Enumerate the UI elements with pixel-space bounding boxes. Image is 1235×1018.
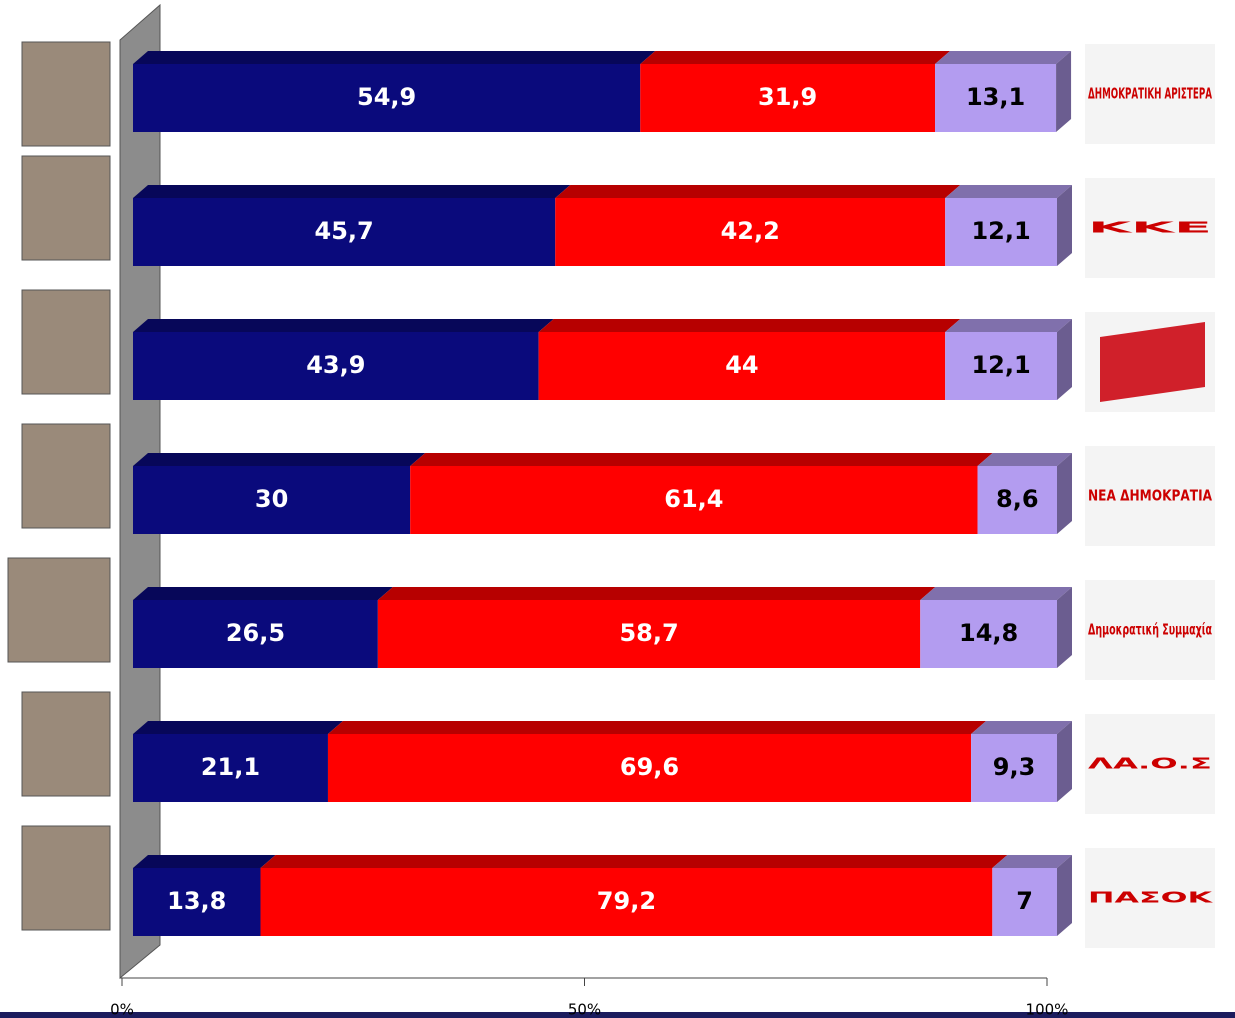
bar-segment xyxy=(133,868,261,936)
value-label: 8,6 xyxy=(996,485,1039,513)
bar-top xyxy=(992,855,1072,868)
bar-top xyxy=(971,721,1072,734)
category-label: ΚΚΕ xyxy=(1088,219,1212,237)
bar-segment xyxy=(133,332,539,400)
bar-segment xyxy=(133,64,641,132)
bar-side xyxy=(1056,51,1072,132)
value-label: 7 xyxy=(1016,887,1033,915)
value-label: 12,1 xyxy=(971,351,1030,379)
bar-side xyxy=(1057,587,1072,668)
bar-top xyxy=(133,51,656,64)
bar-segment xyxy=(410,466,978,534)
bar-top xyxy=(327,721,987,734)
value-label: 42,2 xyxy=(721,217,780,245)
value-label: 54,9 xyxy=(357,83,416,111)
bar-segment xyxy=(977,466,1057,534)
bar-top xyxy=(410,453,993,466)
photo xyxy=(21,41,111,147)
bar-segment xyxy=(133,600,378,668)
party-logo xyxy=(1085,580,1215,680)
value-label: 30 xyxy=(255,485,288,513)
category-label: ΔΗΜΟΚΡΑΤΙΚΗ ΑΡΙΣΤΕΡΑ xyxy=(1088,85,1212,103)
category-label: Δημοκρατική Συμμαχία xyxy=(1088,621,1212,639)
bar-top xyxy=(945,185,1072,198)
category-label: ΝΕΑ ΔΗΜΟΚΡΑΤΙΑ xyxy=(1088,487,1212,505)
category-label: ΛΑ.Ο.Σ xyxy=(1088,755,1212,773)
bar-segment xyxy=(133,734,328,802)
bar-segment xyxy=(538,332,946,400)
bar-top xyxy=(920,587,1072,600)
value-label: 58,7 xyxy=(619,619,678,647)
bar-side xyxy=(1057,453,1072,534)
photo xyxy=(21,691,111,797)
bar-top xyxy=(945,319,1072,332)
value-label: 13,8 xyxy=(167,887,226,915)
value-label: 45,7 xyxy=(315,217,374,245)
bar-segment xyxy=(992,868,1057,936)
party-logo-flag xyxy=(1100,322,1205,402)
party-logo xyxy=(1085,446,1215,546)
bar-top xyxy=(640,51,951,64)
value-label: 31,9 xyxy=(758,83,817,111)
value-label: 12,1 xyxy=(971,217,1030,245)
bar-top xyxy=(935,51,1072,64)
bottom-band xyxy=(0,1012,1235,1018)
bar-top xyxy=(133,453,426,466)
bar-segment xyxy=(555,198,946,266)
bar-side xyxy=(1057,185,1072,266)
bar-side xyxy=(1057,855,1072,936)
bar-segment xyxy=(971,734,1057,802)
value-label: 79,2 xyxy=(597,887,656,915)
photo xyxy=(21,289,111,395)
bar-top xyxy=(977,453,1072,466)
bar-side xyxy=(1057,319,1072,400)
party-logo xyxy=(1085,714,1215,814)
photo xyxy=(21,423,111,529)
bar-top xyxy=(133,319,554,332)
party-logo xyxy=(1085,44,1215,144)
value-label: 61,4 xyxy=(664,485,723,513)
x-tick-label: 0% xyxy=(110,1001,134,1018)
photo xyxy=(7,557,111,663)
bar-segment xyxy=(260,868,993,936)
bar-top xyxy=(133,185,571,198)
bar-segment xyxy=(935,64,1057,132)
bar-segment xyxy=(945,332,1057,400)
bar-top xyxy=(555,185,961,198)
bar-top xyxy=(133,855,276,868)
value-label: 43,9 xyxy=(306,351,365,379)
category-label: ΠΑΣΟΚ xyxy=(1088,889,1215,907)
bar-top xyxy=(133,587,393,600)
value-label: 14,8 xyxy=(959,619,1018,647)
value-label: 21,1 xyxy=(201,753,260,781)
bar-segment xyxy=(640,64,936,132)
bar-side xyxy=(1057,721,1072,802)
bar-segment xyxy=(920,600,1057,668)
value-label: 26,5 xyxy=(226,619,285,647)
party-logo xyxy=(1085,178,1215,278)
x-tick-label: 100% xyxy=(1026,1001,1069,1018)
value-label: 44 xyxy=(725,351,758,379)
bar-top xyxy=(260,855,1008,868)
bar-segment xyxy=(377,600,921,668)
bar-top xyxy=(133,721,343,734)
bar-segment xyxy=(133,198,556,266)
party-logo xyxy=(1085,848,1215,948)
bar-segment xyxy=(945,198,1057,266)
value-label: 69,6 xyxy=(620,753,679,781)
bar-segment xyxy=(327,734,972,802)
bar-segment xyxy=(133,466,411,534)
bar-top xyxy=(538,319,961,332)
x-tick-label: 50% xyxy=(568,1001,601,1018)
bar-top xyxy=(377,587,936,600)
value-label: 9,3 xyxy=(993,753,1036,781)
value-label: 13,1 xyxy=(966,83,1025,111)
photo xyxy=(21,825,111,931)
photo xyxy=(21,155,111,261)
